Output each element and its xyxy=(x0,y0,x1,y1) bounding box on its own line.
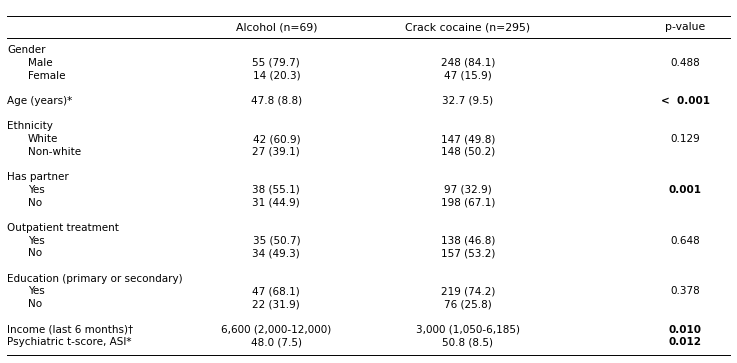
Text: 35 (50.7): 35 (50.7) xyxy=(253,236,300,246)
Text: 0.378: 0.378 xyxy=(671,286,700,297)
Text: No: No xyxy=(28,299,42,309)
Text: White: White xyxy=(28,134,58,144)
Text: 47 (68.1): 47 (68.1) xyxy=(253,286,300,297)
Text: 0.001: 0.001 xyxy=(669,185,702,195)
Text: Outpatient treatment: Outpatient treatment xyxy=(7,223,119,233)
Text: 38 (55.1): 38 (55.1) xyxy=(253,185,300,195)
Text: 47.8 (8.8): 47.8 (8.8) xyxy=(251,96,302,106)
Text: Alcohol (n=69): Alcohol (n=69) xyxy=(236,22,317,32)
Text: Female: Female xyxy=(28,70,66,81)
Text: 55 (79.7): 55 (79.7) xyxy=(253,58,300,68)
Text: No: No xyxy=(28,197,42,208)
Text: 0.129: 0.129 xyxy=(671,134,700,144)
Text: Has partner: Has partner xyxy=(7,172,69,182)
Text: 97 (32.9): 97 (32.9) xyxy=(444,185,492,195)
Text: p-value: p-value xyxy=(666,22,705,32)
Text: 0.012: 0.012 xyxy=(669,337,702,347)
Text: 22 (31.9): 22 (31.9) xyxy=(253,299,300,309)
Text: Ethnicity: Ethnicity xyxy=(7,121,53,131)
Text: 0.488: 0.488 xyxy=(671,58,700,68)
Text: 31 (44.9): 31 (44.9) xyxy=(253,197,300,208)
Text: Age (years)*: Age (years)* xyxy=(7,96,73,106)
Text: 48.0 (7.5): 48.0 (7.5) xyxy=(251,337,302,347)
Text: Psychiatric t-score, ASI*: Psychiatric t-score, ASI* xyxy=(7,337,132,347)
Text: 34 (49.3): 34 (49.3) xyxy=(253,248,300,258)
Text: 76 (25.8): 76 (25.8) xyxy=(444,299,492,309)
Text: 0.010: 0.010 xyxy=(669,325,702,335)
Text: 157 (53.2): 157 (53.2) xyxy=(441,248,495,258)
Text: Income (last 6 months)†: Income (last 6 months)† xyxy=(7,325,133,335)
Text: 198 (67.1): 198 (67.1) xyxy=(441,197,495,208)
Text: Non-white: Non-white xyxy=(28,147,81,157)
Text: 14 (20.3): 14 (20.3) xyxy=(253,70,300,81)
Text: No: No xyxy=(28,248,42,258)
Text: Yes: Yes xyxy=(28,286,45,297)
Text: Yes: Yes xyxy=(28,236,45,246)
Text: Yes: Yes xyxy=(28,185,45,195)
Text: Education (primary or secondary): Education (primary or secondary) xyxy=(7,274,183,284)
Text: Gender: Gender xyxy=(7,45,46,55)
Text: 248 (84.1): 248 (84.1) xyxy=(441,58,495,68)
Text: 147 (49.8): 147 (49.8) xyxy=(441,134,495,144)
Text: 27 (39.1): 27 (39.1) xyxy=(253,147,300,157)
Text: 42 (60.9): 42 (60.9) xyxy=(253,134,300,144)
Text: Male: Male xyxy=(28,58,52,68)
Text: 0.648: 0.648 xyxy=(671,236,700,246)
Text: Crack cocaine (n=295): Crack cocaine (n=295) xyxy=(405,22,531,32)
Text: 50.8 (8.5): 50.8 (8.5) xyxy=(442,337,494,347)
Text: 148 (50.2): 148 (50.2) xyxy=(441,147,495,157)
Text: 219 (74.2): 219 (74.2) xyxy=(441,286,495,297)
Text: 32.7 (9.5): 32.7 (9.5) xyxy=(442,96,494,106)
Text: <  0.001: < 0.001 xyxy=(661,96,710,106)
Text: 47 (15.9): 47 (15.9) xyxy=(444,70,492,81)
Text: 6,600 (2,000-12,000): 6,600 (2,000-12,000) xyxy=(221,325,332,335)
Text: 3,000 (1,050-6,185): 3,000 (1,050-6,185) xyxy=(416,325,520,335)
Text: 138 (46.8): 138 (46.8) xyxy=(441,236,495,246)
